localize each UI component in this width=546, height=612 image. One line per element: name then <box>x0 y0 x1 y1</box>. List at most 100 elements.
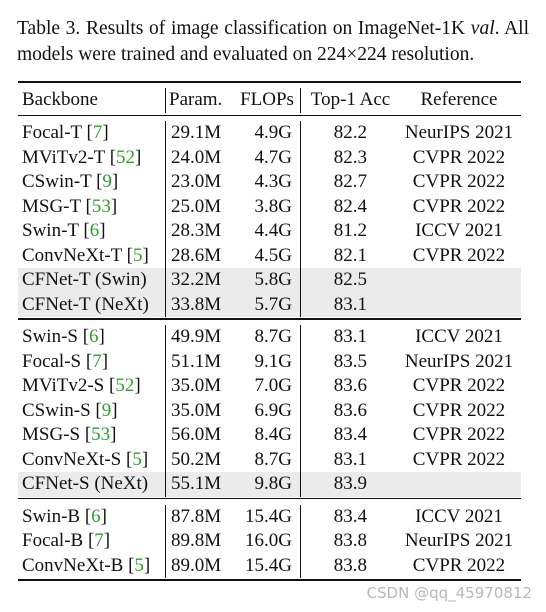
column-separator <box>300 504 301 578</box>
backbone-text: ConvNeXt-B [ <box>22 554 135 576</box>
reference-cell: ICCV 2021 <box>415 326 503 347</box>
params-cell: 32.2M <box>171 269 222 290</box>
top1-cell: 82.5 <box>333 269 367 290</box>
citation: 5 <box>132 448 142 470</box>
flops-cell: 4.7G <box>254 146 292 168</box>
backbone-text: ] <box>134 375 141 396</box>
backbone-text: Swin-T [ <box>22 220 90 241</box>
caption-text: Table 3. Results of image classification… <box>17 18 471 39</box>
citation: 5 <box>133 244 143 266</box>
flops-cell: 15.4G <box>245 505 292 527</box>
backbone-text: Swin-B [ <box>22 505 92 527</box>
flops-cell: 7.0G <box>254 375 292 396</box>
top1-cell: 83.1 <box>333 326 367 347</box>
backbone-cell: MSG-S [53] <box>22 423 164 448</box>
backbone-cell: MViTv2-T [52] <box>22 146 164 171</box>
reference-cell: CVPR 2022 <box>412 171 506 192</box>
flops-cell: 4.9G <box>254 122 292 143</box>
top1-cell: 83.6 <box>333 375 367 396</box>
params-cell: 25.0M <box>171 195 222 217</box>
backbone-text: CFNet-S (NeXt) <box>22 473 149 494</box>
top1-cell: 82.3 <box>333 146 367 168</box>
reference-cell: NeurIPS 2021 <box>404 350 514 372</box>
top1-cell: 82.1 <box>333 244 367 266</box>
backbone-text: ] <box>103 530 111 551</box>
reference-cell: CVPR 2022 <box>412 448 506 470</box>
params-cell: 51.1M <box>171 350 222 372</box>
table-rule <box>18 497 521 499</box>
top1-cell: 81.2 <box>333 220 367 241</box>
backbone-cell: Focal-T [7] <box>22 121 164 146</box>
reference-cell: CVPR 2022 <box>412 399 506 421</box>
highlight-row <box>18 292 521 317</box>
backbone-text: Swin-S [ <box>22 326 90 347</box>
backbone-cell: CFNet-T (NeXt) <box>22 293 164 318</box>
backbone-text: Focal-T [ <box>22 122 93 143</box>
top1-cell: 83.4 <box>333 505 367 527</box>
backbone-text: ] <box>99 220 106 241</box>
citation: 7 <box>94 530 104 551</box>
citation: 53 <box>91 424 111 445</box>
backbone-text: ] <box>142 244 149 266</box>
column-separator <box>300 88 301 113</box>
citation: 7 <box>92 350 102 372</box>
flops-cell: 8.4G <box>254 424 292 445</box>
flops-cell: 4.5G <box>254 244 292 266</box>
table-rule <box>18 81 521 83</box>
params-cell: 24.0M <box>171 146 222 168</box>
top1-cell: 83.4 <box>333 424 367 445</box>
table-rule <box>18 318 521 320</box>
backbone-text: CSwin-T [ <box>22 171 103 192</box>
params-cell: 56.0M <box>171 424 222 445</box>
backbone-cell: CFNet-S (NeXt) <box>22 472 164 497</box>
params-cell: 28.6M <box>171 244 222 266</box>
backbone-cell: CSwin-T [9] <box>22 170 164 195</box>
backbone-cell: ConvNeXt-T [5] <box>22 244 164 269</box>
backbone-text: ] <box>111 171 119 192</box>
flops-cell: 15.4G <box>245 554 292 576</box>
reference-cell: ICCV 2021 <box>415 220 503 241</box>
backbone-text: MViTv2-T [ <box>22 146 117 168</box>
backbone-cell: Swin-S [6] <box>22 325 164 350</box>
header-cell: Param. <box>169 89 223 110</box>
flops-cell: 16.0G <box>245 530 292 551</box>
params-cell: 35.0M <box>171 399 222 421</box>
backbone-text: ] <box>135 146 142 168</box>
top1-cell: 83.1 <box>333 293 367 315</box>
params-cell: 49.9M <box>171 326 222 347</box>
reference-cell: CVPR 2022 <box>412 244 506 266</box>
table-rule <box>18 115 521 116</box>
params-cell: 89.8M <box>171 530 222 551</box>
citation: 6 <box>91 505 101 527</box>
citation: 52 <box>115 375 135 396</box>
citation: 53 <box>91 195 111 217</box>
top1-cell: 83.6 <box>333 399 367 421</box>
params-cell: 35.0M <box>171 375 222 396</box>
flops-cell: 4.4G <box>254 220 292 241</box>
column-separator <box>165 121 166 317</box>
backbone-text: ] <box>100 505 107 527</box>
header-cell: FLOPs <box>240 89 294 110</box>
top1-cell: 83.5 <box>333 350 367 372</box>
top1-cell: 82.7 <box>333 171 367 192</box>
citation: 7 <box>92 122 103 143</box>
caption-text: . All models were trained and evaluated … <box>17 18 529 65</box>
backbone-cell: MViTv2-S [52] <box>22 374 164 399</box>
backbone-cell: Focal-S [7] <box>22 350 164 375</box>
highlight-row <box>18 472 521 497</box>
flops-cell: 4.3G <box>254 171 292 192</box>
citation: 9 <box>101 399 112 421</box>
highlight-row <box>18 268 521 293</box>
table-caption: Table 3. Results of image classification… <box>17 16 529 68</box>
params-cell: 23.0M <box>171 171 222 192</box>
flops-cell: 9.1G <box>254 350 292 372</box>
citation: 52 <box>116 146 136 168</box>
reference-cell: CVPR 2022 <box>412 375 506 396</box>
column-separator <box>165 325 166 497</box>
reference-cell: ICCV 2021 <box>415 505 503 527</box>
params-cell: 89.0M <box>171 554 222 576</box>
reference-cell: CVPR 2022 <box>412 195 506 217</box>
caption-italic: val <box>470 18 495 39</box>
flops-cell: 5.7G <box>254 293 292 315</box>
citation: 5 <box>134 554 144 576</box>
